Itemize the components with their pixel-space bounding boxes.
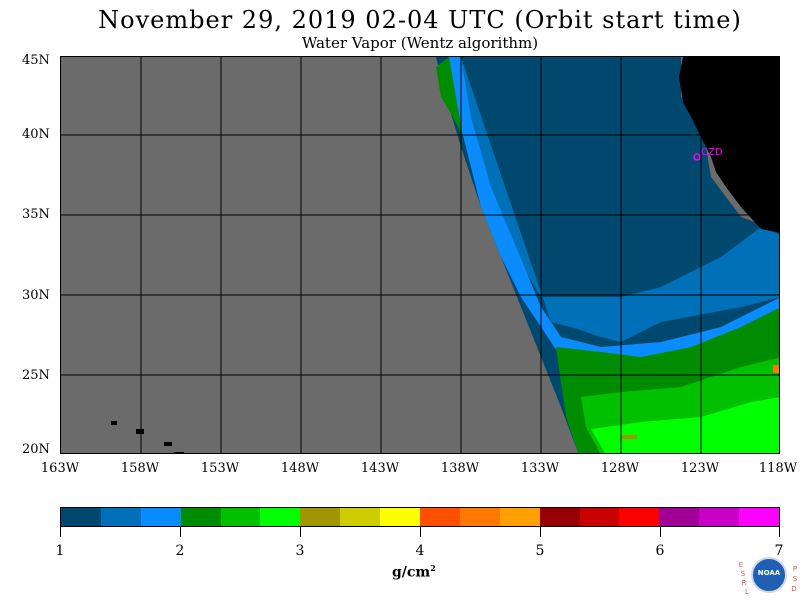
colorbar — [60, 507, 780, 527]
lat-label: 35N — [22, 207, 50, 222]
colorbar-segment — [659, 508, 700, 526]
lon-label: 148W — [280, 461, 320, 476]
units-text: g/cm — [392, 564, 431, 581]
logo-letter: R — [741, 579, 747, 587]
colorbar-label: 5 — [535, 543, 545, 559]
colorbar-segment — [459, 508, 500, 526]
colorbar-segment — [100, 508, 141, 526]
colorbar-tick — [660, 527, 661, 537]
island-maui — [164, 442, 172, 446]
colorbar-label: 3 — [295, 543, 305, 559]
lon-label: 133W — [520, 461, 560, 476]
colorbar-segment — [300, 508, 341, 526]
colorbar-segment — [579, 508, 620, 526]
colorbar-label: 1 — [55, 543, 65, 559]
station-label: CZD — [701, 147, 723, 158]
orange-spot — [773, 365, 779, 373]
esrl-psd-logo: E S R L NOAA P S D — [735, 555, 799, 600]
island-kauai — [111, 421, 117, 425]
colorbar-tick — [420, 527, 421, 537]
lon-label: 158W — [120, 461, 160, 476]
emblem-text: NOAA — [757, 569, 781, 577]
colorbar-segment — [260, 508, 301, 526]
colorbar-segment — [699, 508, 740, 526]
units-label: g/cm2 — [392, 563, 436, 581]
swath-band-midblue — [461, 57, 779, 342]
island-hawaii — [174, 452, 184, 453]
chart-title: November 29, 2019 02-04 UTC (Orbit start… — [98, 6, 742, 34]
colorbar-segment — [619, 508, 660, 526]
colorbar-tick — [60, 527, 61, 537]
colorbar-label: 2 — [175, 543, 185, 559]
logo-letter: P — [792, 565, 798, 573]
lon-label: 138W — [440, 461, 480, 476]
noaa-emblem-icon — [751, 557, 787, 593]
colorbar-segment — [420, 508, 460, 526]
island-oahu — [136, 429, 144, 434]
lat-label: 45N — [22, 53, 50, 68]
map-canvas: CZD — [61, 57, 779, 453]
colorbar-tick — [180, 527, 181, 537]
colorbar-segment — [220, 508, 261, 526]
colorbar-segment — [140, 508, 181, 526]
logo-letter: S — [792, 575, 798, 583]
logo-letter: S — [740, 570, 746, 578]
logo-letter: L — [745, 588, 749, 596]
lon-label: 143W — [360, 461, 400, 476]
swath-band-brightgreen — [591, 397, 779, 453]
colorbar-label: 6 — [655, 543, 665, 559]
colorbar-segment — [340, 508, 381, 526]
chart-subtitle: Water Vapor (Wentz algorithm) — [301, 34, 539, 52]
colorbar-label: 7 — [774, 543, 784, 559]
colorbar-segment — [61, 508, 101, 526]
lon-label: 123W — [680, 461, 720, 476]
colorbar-segment — [539, 508, 580, 526]
graticule — [61, 57, 779, 453]
lat-label: 30N — [22, 288, 50, 303]
lon-label: 153W — [200, 461, 240, 476]
land-region — [679, 57, 779, 233]
colorbar-segment — [180, 508, 221, 526]
colorbar-label: 4 — [415, 543, 425, 559]
lat-label: 25N — [22, 368, 50, 383]
swath-west-edge-green — [436, 57, 463, 137]
lat-label: 20N — [22, 442, 50, 457]
lon-label: 118W — [758, 461, 798, 476]
colorbar-segment — [380, 508, 421, 526]
lat-label: 40N — [22, 127, 50, 142]
lon-label: 163W — [40, 461, 80, 476]
colorbar-segment — [499, 508, 540, 526]
lon-label: 128W — [600, 461, 640, 476]
olive-spot — [621, 435, 637, 439]
units-superscript: 2 — [430, 563, 436, 573]
logo-letter: D — [791, 585, 797, 593]
station-marker — [693, 153, 701, 161]
water-vapor-map: CZD — [60, 56, 780, 454]
colorbar-tick — [540, 527, 541, 537]
colorbar-tick — [779, 527, 780, 537]
colorbar-segment — [739, 508, 780, 526]
swath-band-brightblue — [449, 57, 779, 397]
logo-letter: E — [738, 561, 744, 569]
colorbar-tick — [300, 527, 301, 537]
